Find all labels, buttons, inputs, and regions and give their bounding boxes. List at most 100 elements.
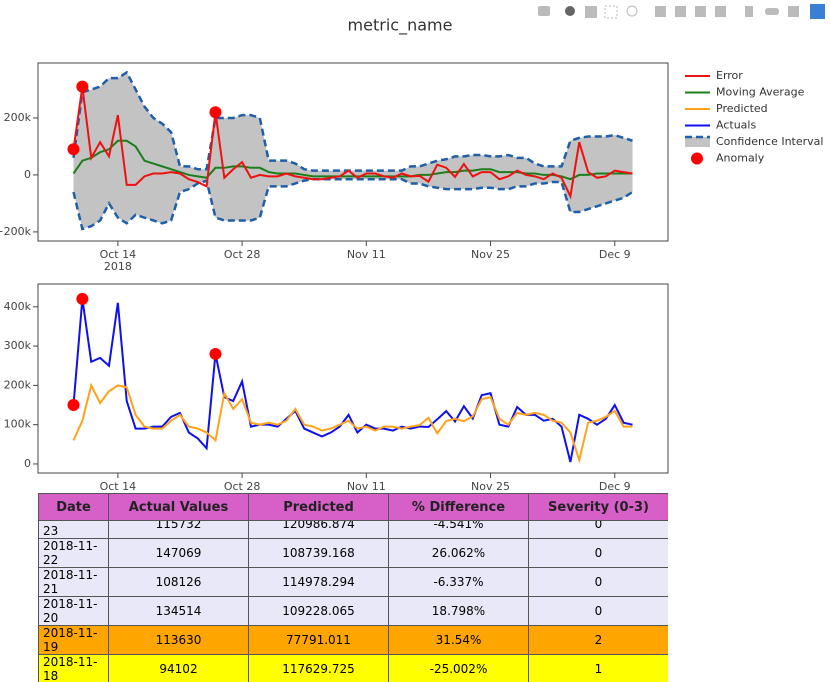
table-cell: 134514 [108,596,249,626]
table-cell: 26.062% [388,538,529,568]
modebar-icon[interactable] [788,6,799,17]
table-cell: 94102 [108,654,249,682]
table-cell: 117629.725 [248,654,389,682]
x-tick-label: Nov 25 [471,480,510,490]
table-cell: 2018-11-20 [38,596,109,626]
anomaly-point [209,106,222,119]
plot-area [37,283,669,474]
table-cell: 18.798% [388,596,529,626]
header-row: Date Actual Values Predicted% Difference Se… [38,493,668,521]
table-cell: 114978.294 [248,567,389,597]
modebar-icon[interactable] [585,6,597,18]
table-cell: 2018-11-18 [38,654,109,682]
legend-label: Error [716,69,743,82]
table-cell: 147069 [108,538,249,568]
anomaly-point [76,80,89,93]
table-row: 2018-11-18 94102 117629.725 -25.002% 1 [38,654,668,682]
chart-title: metric_name [348,16,453,36]
y-tick-label: 200k [4,111,32,124]
column-header: Severity (0-3) [528,493,668,521]
plot-clip [67,292,633,464]
legend-label: Predicted [716,102,768,115]
legend-label: Actuals [716,119,756,132]
x-tick-label: Nov 11 [347,480,386,490]
y-tick-label: 400k [4,300,32,313]
x-tick-label: Oct 14 [100,480,137,490]
y-tick-label: 300k [4,339,32,352]
anomaly-point [67,399,80,412]
series-line [72,86,633,200]
table-header: Date Actual Values Predicted% Difference Se… [38,493,668,521]
column-header: Predicted [248,493,389,521]
modebar-icon[interactable] [675,6,686,17]
modebar-icon[interactable] [626,5,638,17]
table-cell: -4.541% [388,521,529,539]
table-cell: 0 [528,538,668,568]
anomaly-point [76,292,89,305]
table-cell: 113630 [108,625,249,655]
modebar [538,4,825,19]
modebar-icon[interactable] [655,6,666,17]
plot-clip [67,70,634,231]
legend-label: Moving Average [716,86,805,99]
x-tick-label: Oct 28 [224,248,261,261]
legend-swatch [685,137,710,147]
legend-swatch [691,152,703,165]
plotly-logo[interactable] [810,4,825,19]
table-cell: 0 [528,567,668,597]
column-header: Actual Values [108,493,249,521]
modebar-icon[interactable] [715,6,726,17]
table-cell: 108739.168 [248,538,389,568]
y-tick-label: 100k [4,418,32,431]
table-cell: 2 [528,625,668,655]
y-tick-label: −200k [0,225,32,238]
table-cell: 2018-11-22 [38,538,109,568]
legend-label: Anomaly [716,152,765,165]
table-cell: -25.002% [388,654,529,682]
x-tick-label: Oct 28 [224,480,261,490]
table-cell: 0 [528,596,668,626]
table-cell: 120986.874 [248,521,389,539]
confidence-band [73,72,633,230]
modebar-icon[interactable] [604,5,618,19]
table-cell: 115732 [108,521,249,539]
series-line [72,382,633,464]
x-tick-label: Dec 9 [599,248,631,261]
table-row: 2018-11-22 147069 108739.168 26.062% 0 [38,538,668,568]
table-cell: 2018-11-21 [38,567,109,597]
modebar-icon[interactable] [538,6,550,16]
modebar-icon[interactable] [745,6,753,17]
anomaly-point [67,143,80,156]
x-tick-label: Nov 11 [347,248,386,261]
y-tick-label: 200k [4,378,32,391]
table-row: 2018-11-20 134514 109228.065 18.798% 0 [38,596,668,626]
modebar-icon[interactable] [565,6,575,16]
data-table: Date Actual Values Predicted% Difference Se… [38,493,668,682]
table-cell: 1 [528,654,668,682]
confidence-bound [72,70,633,172]
table-cell: 0 [528,521,668,539]
table-body: 2018-11-23115732120986.874-4.541%02018-1… [38,521,668,682]
column-header: % Difference [388,493,529,521]
series-line [72,139,633,181]
y-tick-label: 0 [24,168,31,181]
table-cell: 2018-11-19 [38,625,109,655]
anomaly-point [209,347,222,360]
x-tick-label: Oct 14 [100,248,137,261]
table-cell: 77791.011 [248,625,389,655]
y-tick-label: 0 [24,457,31,470]
table-row: 2018-11-21 108126 114978.294 -6.337% 0 [38,567,668,597]
table-cell: 31.54% [388,625,529,655]
x-tick-year: 2018 [104,260,132,273]
x-tick-label: Dec 9 [599,480,631,490]
legend-label: Confidence Interval [716,135,823,148]
confidence-bound [72,177,634,231]
modebar-icon[interactable] [695,6,706,17]
modebar-icon[interactable] [765,8,779,15]
table-cell: 108126 [108,567,249,597]
table-cell: -6.337% [388,567,529,597]
table-cell: 109228.065 [248,596,389,626]
